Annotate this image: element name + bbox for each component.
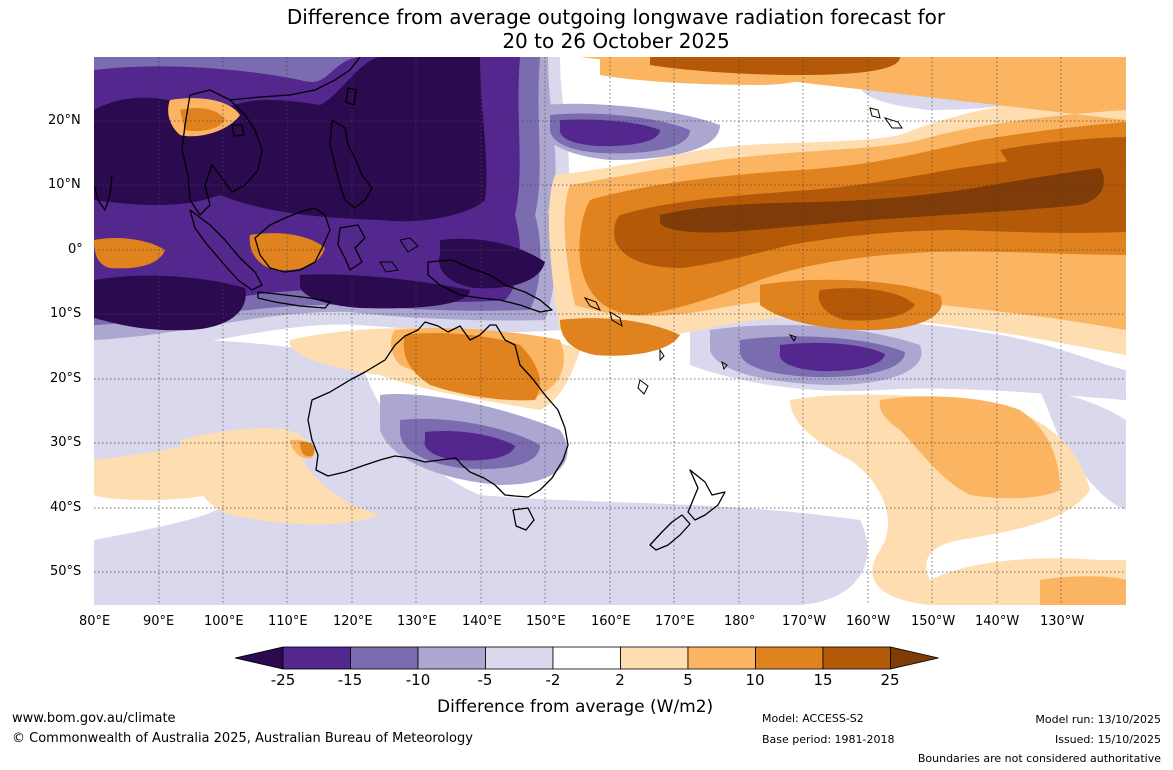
colorbar-tick-label: -25 (270, 671, 296, 689)
borneo-coastline (254, 207, 331, 273)
lon-label-120e: 120°E (333, 614, 373, 629)
website-link[interactable]: www.bom.gov.au/climate (12, 711, 176, 726)
colorbar-title: Difference from average (W/m2) (437, 697, 714, 717)
philippines-coastline (329, 119, 373, 209)
colorbar-tick-label: -2 (545, 671, 561, 689)
model-run-text: Model run: 13/10/2025 (1035, 713, 1161, 726)
tasmania-coastline (512, 507, 535, 531)
base-period-text: Base period: 1981-2018 (762, 733, 895, 746)
new-guinea-coastline (427, 259, 553, 313)
colorbar-tick-label: -10 (405, 671, 431, 689)
colorbar-segment (620, 646, 689, 670)
colorbar-segment (282, 646, 351, 670)
lat-label-30s: 30°S (50, 435, 82, 450)
lon-label-90e: 90°E (143, 614, 175, 629)
sumatra-coastline (189, 209, 263, 291)
lat-label-0: 0° (68, 242, 83, 257)
chart-title-line2: 20 to 26 October 2025 (502, 29, 730, 53)
lon-label-150e: 150°E (526, 614, 566, 629)
colorbar-tick-label: -15 (337, 671, 363, 689)
lat-label-20n: 20°N (48, 113, 81, 128)
lon-label-130e: 130°E (397, 614, 437, 629)
positive-anomaly-regions (94, 57, 1126, 605)
colorbar-tick-label: 2 (615, 671, 625, 689)
lon-label-150w: 150°W (911, 614, 956, 629)
colorbar-segment (552, 646, 621, 670)
colorbar-tick-label: 25 (880, 671, 900, 689)
lon-label-100e: 100°E (204, 614, 244, 629)
colorbar-segment (417, 646, 486, 670)
colorbar-segment (822, 646, 891, 670)
colorbar-segment (350, 646, 419, 670)
anomaly-field (94, 57, 1126, 605)
lat-label-40s: 40°S (50, 500, 82, 515)
copyright-text: © Commonwealth of Australia 2025, Austra… (12, 731, 473, 746)
lat-label-10n: 10°N (48, 177, 81, 192)
lon-label-180: 180° (724, 614, 756, 629)
lon-label-140e: 140°E (462, 614, 502, 629)
colorbar-tick-label: 15 (813, 671, 833, 689)
lon-label-160w: 160°W (846, 614, 891, 629)
colorbar-segment (687, 646, 756, 670)
issued-text: Issued: 15/10/2025 (1054, 733, 1161, 746)
colorbar-arrow-low (234, 646, 284, 670)
lat-label-10s: 10°S (50, 306, 82, 321)
indochina-coastline (181, 89, 263, 216)
lon-label-160e: 160°E (591, 614, 631, 629)
graticule (94, 57, 1126, 605)
chart-title-line1: Difference from average outgoing longwav… (286, 5, 946, 29)
colorbar-tick-label: 10 (745, 671, 765, 689)
lon-label-140w: 140°W (975, 614, 1020, 629)
lat-label-20s: 20°S (50, 371, 82, 386)
coastlines (94, 57, 726, 551)
lon-label-80e: 80°E (79, 614, 111, 629)
colorbar-arrow-high (890, 646, 939, 670)
model-text: Model: ACCESS-S2 (762, 712, 864, 725)
lon-label-130w: 130°W (1040, 614, 1085, 629)
lon-label-170e: 170°E (655, 614, 695, 629)
colorbar-segment (755, 646, 824, 670)
lon-label-170w: 170°W (782, 614, 827, 629)
new-zealand-coastline (687, 469, 726, 521)
colorbar (234, 646, 939, 670)
boundaries-disclaimer: Boundaries are not considered authoritat… (917, 752, 1161, 765)
australia-coastline (307, 321, 569, 498)
olr-anomaly-map (94, 57, 1126, 670)
colorbar-tick-label: 5 (683, 671, 693, 689)
pacific-islands (379, 107, 903, 395)
colorbar-tick-label: -5 (477, 671, 493, 689)
lat-label-50s: 50°S (50, 564, 82, 579)
colorbar-segment (485, 646, 554, 670)
lon-label-110e: 110°E (268, 614, 308, 629)
